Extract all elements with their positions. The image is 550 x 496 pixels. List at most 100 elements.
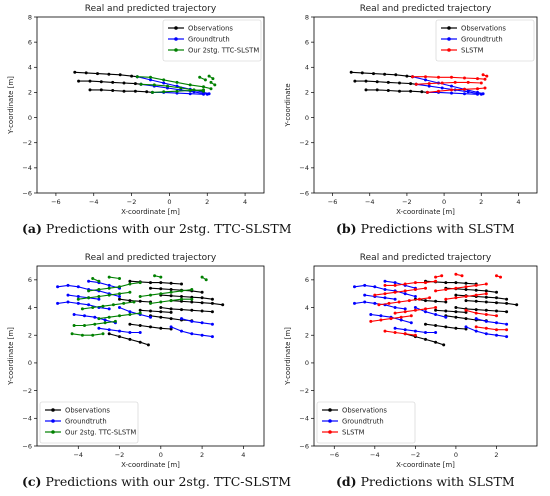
data-point (84, 71, 88, 75)
data-point (180, 329, 183, 333)
data-point (387, 301, 391, 305)
data-point (210, 310, 214, 314)
legend-label: SLSTM (461, 46, 484, 54)
data-point (133, 89, 137, 93)
legend-label: Observations (342, 406, 387, 414)
data-point (379, 314, 383, 318)
data-point (444, 300, 448, 304)
series-slstm (369, 272, 509, 337)
data-point (403, 282, 407, 286)
data-point (146, 343, 150, 347)
data-point (128, 322, 132, 326)
y-tick-label: 6 (305, 276, 309, 284)
legend-box (316, 401, 416, 444)
x-tick-label: 0 (442, 198, 446, 206)
caption-letter: (c) (22, 474, 42, 489)
data-point (393, 326, 397, 330)
data-point (444, 297, 448, 301)
data-point (107, 332, 111, 336)
trajectory-line (109, 276, 120, 280)
data-point (481, 73, 485, 77)
data-point (80, 333, 84, 337)
data-point (107, 286, 111, 290)
data-point (169, 288, 173, 291)
legend-box (39, 401, 139, 444)
trajectory-line (119, 306, 151, 318)
data-point (353, 79, 357, 83)
data-point (393, 331, 397, 334)
legend-label: Observations (461, 24, 506, 32)
trajectory-line (384, 330, 416, 336)
chart-title: Real and predicted trajectory (85, 4, 217, 14)
data-point (428, 296, 432, 300)
x-tick-label: 0 (159, 451, 163, 459)
y-axis-label: Y-coordinate [m] (284, 327, 292, 386)
data-point (463, 87, 466, 91)
data-point (159, 306, 163, 309)
data-point (211, 77, 215, 81)
trajectory-line (181, 318, 213, 325)
series-slstm (411, 73, 489, 94)
data-point (188, 92, 192, 96)
data-point (464, 317, 468, 321)
y-axis-label: Y-coordinate [m] (7, 327, 15, 386)
data-point (411, 75, 414, 79)
data-point (424, 78, 427, 82)
data-point (128, 337, 132, 341)
data-point (394, 73, 398, 77)
series-observations (349, 70, 429, 94)
x-tick-label: −2 (127, 198, 137, 206)
data-point (373, 293, 377, 297)
data-point (204, 278, 208, 282)
data-point (210, 301, 214, 305)
data-point (505, 328, 509, 332)
data-point (363, 300, 367, 304)
legend-swatch-marker (328, 419, 332, 423)
data-point (434, 306, 438, 309)
data-point (169, 299, 173, 303)
data-point (149, 309, 152, 313)
data-point (118, 295, 121, 298)
data-point (107, 283, 111, 287)
data-point (434, 279, 438, 283)
data-point (188, 83, 192, 87)
data-point (97, 288, 101, 291)
data-point (107, 293, 111, 297)
x-tick-label: −2 (402, 198, 412, 206)
data-point (403, 332, 407, 336)
data-point (149, 286, 152, 290)
chart-panel-b: Real and predicted trajectory −6 −4 −2 0 2 4 −6… (275, 0, 550, 220)
data-point (434, 308, 438, 312)
trajectory-line (384, 280, 416, 289)
y-tick-label: −2 (22, 139, 32, 147)
data-point (128, 282, 132, 286)
data-point (118, 285, 121, 289)
caption-c: (c) Predictions with our 2stg. TTC-SLSTM (22, 474, 291, 489)
trajectory-line (78, 291, 130, 300)
y-tick-label: −4 (299, 415, 309, 423)
data-point (180, 297, 183, 301)
data-point (377, 303, 381, 307)
data-point (450, 75, 453, 79)
legend-swatch-marker (174, 37, 178, 41)
data-point (484, 282, 488, 286)
x-tick-label: 4 (516, 198, 520, 206)
legend: Observations Groundtruth SLSTM (316, 401, 416, 444)
data-point (70, 332, 74, 336)
data-point (169, 290, 173, 294)
y-tick-label: 4 (305, 64, 309, 72)
data-point (210, 297, 214, 301)
data-point (424, 299, 427, 303)
y-tick-label: 8 (305, 13, 309, 21)
data-point (454, 315, 458, 319)
data-point (393, 290, 397, 294)
data-point (83, 324, 86, 327)
y-tick-label: 6 (28, 276, 32, 284)
x-tick-label: 4 (243, 198, 247, 206)
data-point (403, 328, 407, 332)
chart-title: Real and predicted trajectory (85, 253, 217, 263)
data-point (138, 308, 142, 312)
data-point (207, 74, 211, 78)
data-point (180, 308, 183, 312)
x-tick-label: 0 (454, 451, 458, 459)
